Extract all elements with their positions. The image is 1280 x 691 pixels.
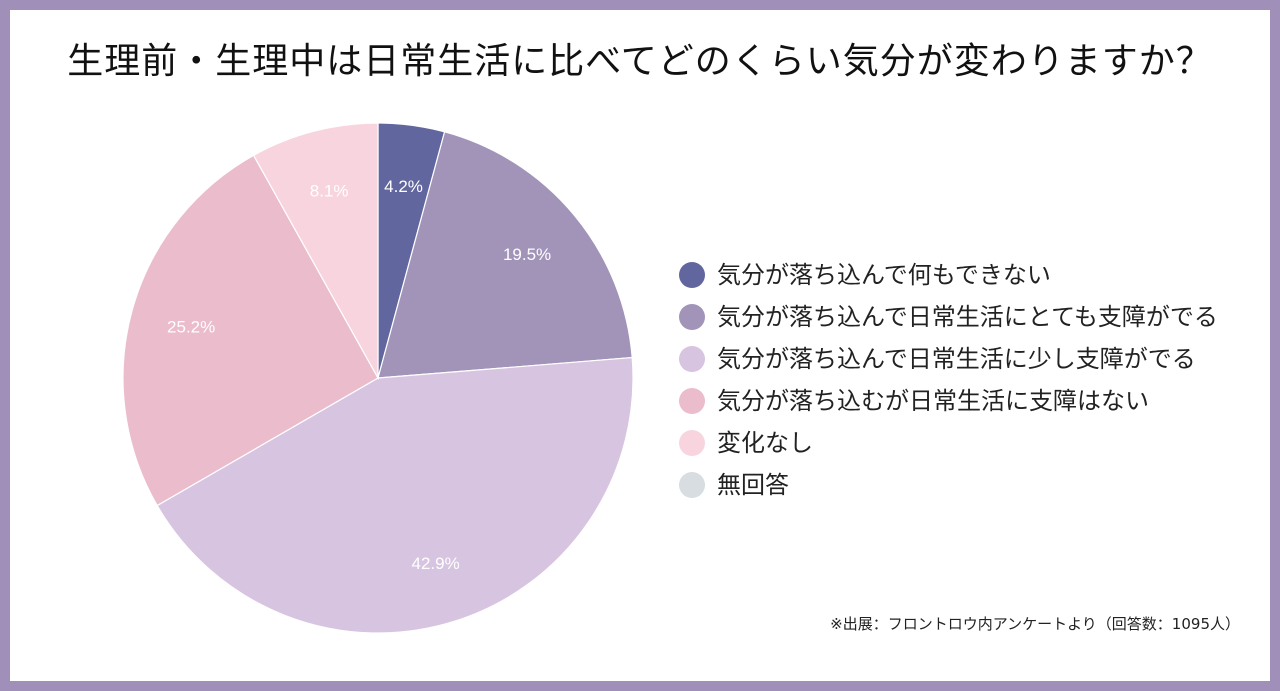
legend-swatch <box>679 388 705 414</box>
pie-slice-1 <box>377 131 633 379</box>
legend-label: 気分が落ち込んで何もできない <box>717 261 1051 289</box>
slice-value-label-4: 8.1% <box>310 181 349 200</box>
slice-value-label-0: 4.2% <box>384 177 423 196</box>
legend-swatch <box>679 304 705 330</box>
legend-label: 変化なし <box>717 429 813 457</box>
legend-label: 気分が落ち込んで日常生活に少し支障がでる <box>717 345 1196 373</box>
legend-label: 気分が落ち込むが日常生活に支障はない <box>717 387 1149 415</box>
legend-swatch <box>679 472 705 498</box>
legend-swatch <box>679 430 705 456</box>
slice-value-label-2: 42.9% <box>412 554 460 573</box>
legend-swatch <box>679 346 705 372</box>
source-note: ※出展：フロントロウ内アンケートより（回答数：1095人） <box>830 615 1240 633</box>
legend-swatch <box>679 262 705 288</box>
legend-label: 気分が落ち込んで日常生活にとても支障がでる <box>717 303 1218 331</box>
chart-title: 生理前・生理中は日常生活に比べてどのくらい気分が変わりますか？ <box>67 41 1213 82</box>
pie-slice-3 <box>122 154 379 507</box>
legend-label: 無回答 <box>717 471 789 499</box>
slice-value-label-3: 25.2% <box>167 318 215 337</box>
pie-slice-4 <box>252 122 379 381</box>
pie-slice-2 <box>156 356 634 634</box>
slice-value-label-1: 19.5% <box>503 245 551 264</box>
